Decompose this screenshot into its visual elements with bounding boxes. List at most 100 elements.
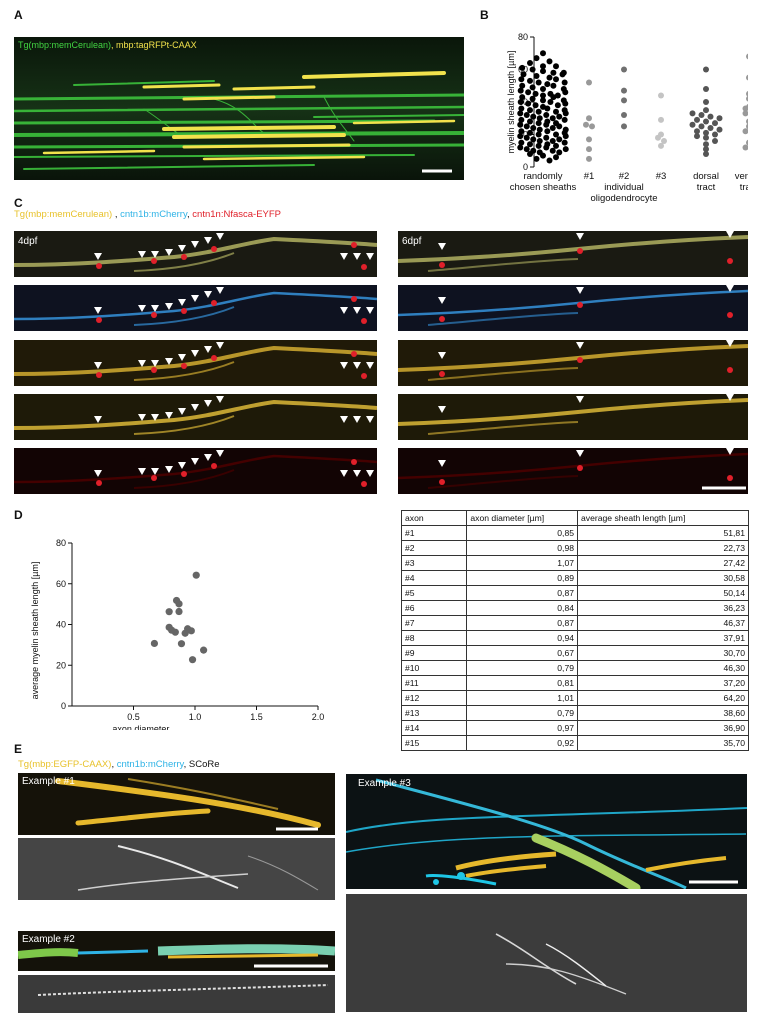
node-marker — [96, 263, 102, 269]
arrowhead-marker — [353, 253, 361, 260]
arrowhead-marker — [576, 450, 584, 458]
sheath-point-random — [556, 113, 563, 120]
table-cell: #13 — [400, 705, 468, 721]
sheath-point-ventral — [746, 74, 748, 81]
arrowhead-marker — [151, 305, 159, 313]
axon-trace — [427, 258, 579, 272]
sheath-point-random — [562, 133, 569, 140]
y-tick-label: 20 — [56, 660, 66, 670]
sheath-point-random — [540, 97, 546, 104]
table-cell: 30,58 — [577, 570, 749, 586]
sheath-point-random — [553, 131, 559, 138]
data-point — [187, 627, 195, 635]
sheath-point-ventral — [742, 144, 748, 151]
table-row: #8 0,94 37,91 — [400, 630, 749, 646]
table-cell: 0,87 — [466, 615, 579, 631]
y-tick-label: 80 — [518, 32, 528, 42]
sheath-point-random — [554, 102, 561, 109]
sheath-point-dorsal — [712, 131, 718, 138]
arrowhead-marker — [216, 341, 224, 349]
arrowhead-marker — [366, 253, 374, 260]
arrowhead-marker — [138, 468, 146, 476]
table-cell: 36,23 — [577, 600, 749, 616]
panel-label-c: C — [14, 196, 23, 210]
data-point — [200, 646, 208, 654]
sheath-point-dorsal — [703, 141, 709, 148]
table-cell: 0,98 — [466, 540, 579, 556]
sheath-point-random — [553, 76, 559, 83]
axon-trace — [398, 452, 748, 480]
table-cell: 22,73 — [577, 540, 749, 556]
arrowhead-marker — [726, 285, 734, 293]
node-marker — [151, 366, 157, 373]
arrowhead-marker — [151, 468, 159, 476]
sheath-point-random — [523, 146, 530, 153]
sheath-point-random — [549, 147, 556, 154]
y-axis-label: average myelin sheath length [µm] — [30, 562, 40, 700]
micrograph-channel-row — [398, 448, 748, 495]
arrowhead-marker — [216, 395, 224, 403]
sheath-point-random — [518, 139, 525, 146]
axon-trace — [398, 397, 748, 426]
stage-label-6dpf: 6dpf — [402, 236, 422, 247]
node-marker — [96, 480, 102, 487]
sheath-point-dorsal — [703, 129, 709, 136]
node-marker — [96, 371, 102, 378]
caption-yellow-label: mbp:tagRFPt-CAAX — [116, 40, 197, 50]
sheath-point-oligo2 — [621, 87, 627, 94]
sheath-point-dorsal — [703, 66, 709, 73]
y-tick-label: 40 — [56, 620, 66, 630]
sheath-point-random — [517, 110, 524, 117]
micrograph-channel-row — [398, 339, 748, 386]
table-header-cell: axon — [400, 510, 468, 526]
table-row: #1 0,85 51,81 — [400, 525, 749, 541]
sheath-point-random — [556, 136, 563, 143]
sheath-point-random — [540, 50, 546, 57]
table-cell: 27,42 — [577, 555, 749, 571]
arrowhead-marker — [165, 357, 173, 365]
arrowhead-marker — [204, 454, 212, 462]
table-cell: #11 — [400, 675, 468, 691]
table-cell: 0,79 — [466, 705, 579, 721]
data-point — [181, 629, 189, 637]
table-header-cell: average sheath length [µm] — [577, 510, 749, 526]
example1-label: Example #1 — [22, 776, 75, 787]
sheath-point-random — [560, 69, 567, 76]
sheath-point-oligo1 — [586, 146, 592, 153]
table-cell: #15 — [400, 735, 468, 751]
sheath-point-dorsal — [698, 123, 705, 130]
table-cell: #14 — [400, 720, 468, 736]
data-point — [192, 571, 200, 579]
sheath-point-random — [530, 113, 537, 120]
sheath-point-random — [532, 90, 539, 97]
sheath-point-oligo1 — [586, 115, 592, 122]
sheath-point-ventral — [742, 128, 748, 135]
table-cell: 51,81 — [577, 525, 749, 541]
sheath-point-random — [561, 116, 568, 123]
sheath-point-random — [535, 131, 542, 138]
sheath-point-dorsal — [703, 99, 709, 105]
stage-label-4dpf: 4dpf — [18, 236, 38, 247]
arrowhead-marker — [191, 295, 199, 303]
caption-yellow-label: Tg(mbp:memCerulean) — [14, 209, 113, 220]
arrowhead-marker — [204, 399, 212, 407]
sheath-point-oligo1 — [586, 79, 592, 86]
panel-e-caption: Tg(mbp:EGFP-CAAX), cntn1b:mCherry, SCoRe — [18, 759, 220, 770]
sheath-point-dorsal — [703, 86, 709, 92]
arrowhead-marker — [576, 233, 584, 240]
table-cell: 0,89 — [466, 570, 579, 586]
node-marker — [577, 356, 583, 363]
arrowhead-marker — [178, 299, 186, 307]
sheath-point-random — [519, 64, 526, 71]
table-cell: 37,91 — [577, 630, 749, 646]
example3-score — [346, 894, 747, 1012]
table-row: #14 0,97 36,90 — [400, 720, 749, 736]
arrowhead-marker — [340, 470, 348, 478]
node-marker — [439, 262, 445, 268]
table-cell: 0,85 — [466, 525, 579, 541]
arrowhead-marker — [366, 307, 374, 315]
sheath-point-random — [519, 82, 526, 89]
arrowhead-marker — [151, 359, 159, 367]
sheath-point-ventral — [746, 95, 748, 102]
data-point — [175, 607, 183, 616]
